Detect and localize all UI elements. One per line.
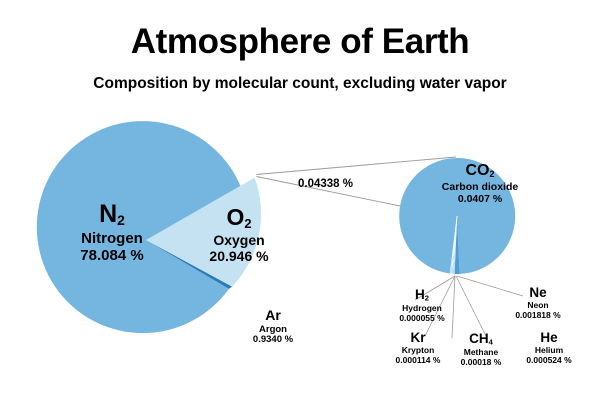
main-pie [36,121,262,334]
label-helium-percent: 0.000524 % [526,354,572,365]
leader-line-methane [451,275,456,339]
leader-line-hydrogen [414,275,456,301]
slice-oxygen[interactable] [146,177,262,287]
label-argon-name: Argon [259,323,287,335]
label-neon-name: Neon [527,300,549,311]
slice-argon[interactable] [146,240,233,289]
label-methane-percent: 0.00018 % [460,356,502,367]
label-krypton-name: Krypton [401,345,435,356]
page-subtitle: Composition by molecular count, excludin… [93,75,507,92]
label-nitrogen: N2 Nitrogen 78.084 % [47,200,177,264]
leader-line-neon [456,275,524,297]
label-nitrogen-percent: 78.084 % [80,246,144,264]
trace-leader-lines [414,275,524,339]
label-oxygen-name: Oxygen [213,232,265,249]
label-carbon-dioxide-percent: 0.0407 % [457,192,503,205]
slice-nitrogen[interactable] [36,121,247,334]
label-methane: CH4 Methane 0.00018 % [443,331,519,367]
label-nitrogen-name: Nitrogen [81,229,143,247]
label-carbon-dioxide: CO2 Carbon dioxide 0.0407 % [425,162,535,205]
connector-line-bottom [256,176,401,207]
label-oxygen: O2 Oxygen 20.946 % [184,204,294,265]
leader-line-krypton [424,275,456,337]
label-hydrogen: H2 Hydrogen 0.000055 % [385,287,459,323]
label-nitrogen-symbol: N2 [99,200,125,229]
connector-line-top [256,156,457,175]
explosion-connector-lines [256,156,457,207]
label-argon-symbol: Ar [265,307,281,323]
label-carbon-dioxide-symbol: CO2 [465,162,495,179]
label-helium-symbol: He [540,330,558,345]
page-title: Atmosphere of Earth [130,22,470,61]
label-krypton-percent: 0.000114 % [395,354,441,365]
label-carbon-dioxide-name: Carbon dioxide [441,180,519,193]
detail-pie [399,157,516,275]
label-neon-percent: 0.001818 % [515,309,561,320]
label-krypton-symbol: Kr [410,330,426,345]
label-helium: He Helium 0.000524 % [509,330,589,365]
label-trace-total-percent: 0.04338 % [298,178,353,190]
label-oxygen-percent: 20.946 % [209,247,269,264]
label-hydrogen-name: Hydrogen [402,303,442,314]
label-argon-percent: 0.9340 % [252,334,294,346]
slice-hydrogen[interactable] [449,215,458,274]
label-hydrogen-percent: 0.000055 % [399,312,445,323]
label-neon: Ne Neon 0.001818 % [500,285,576,320]
slice-neon[interactable] [454,216,460,275]
label-hydrogen-symbol: H2 [415,287,429,303]
label-argon: Ar Argon 0.9340 % [232,307,314,346]
label-neon-symbol: Ne [529,285,547,300]
label-methane-symbol: CH4 [469,331,493,347]
label-krypton: Kr Krypton 0.000114 % [381,330,455,365]
label-oxygen-symbol: O2 [226,204,252,231]
label-methane-name: Methane [463,347,499,358]
leader-line-helium [455,275,488,339]
label-helium-name: Helium [534,345,564,356]
slice-carbon-dioxide[interactable] [399,157,516,274]
